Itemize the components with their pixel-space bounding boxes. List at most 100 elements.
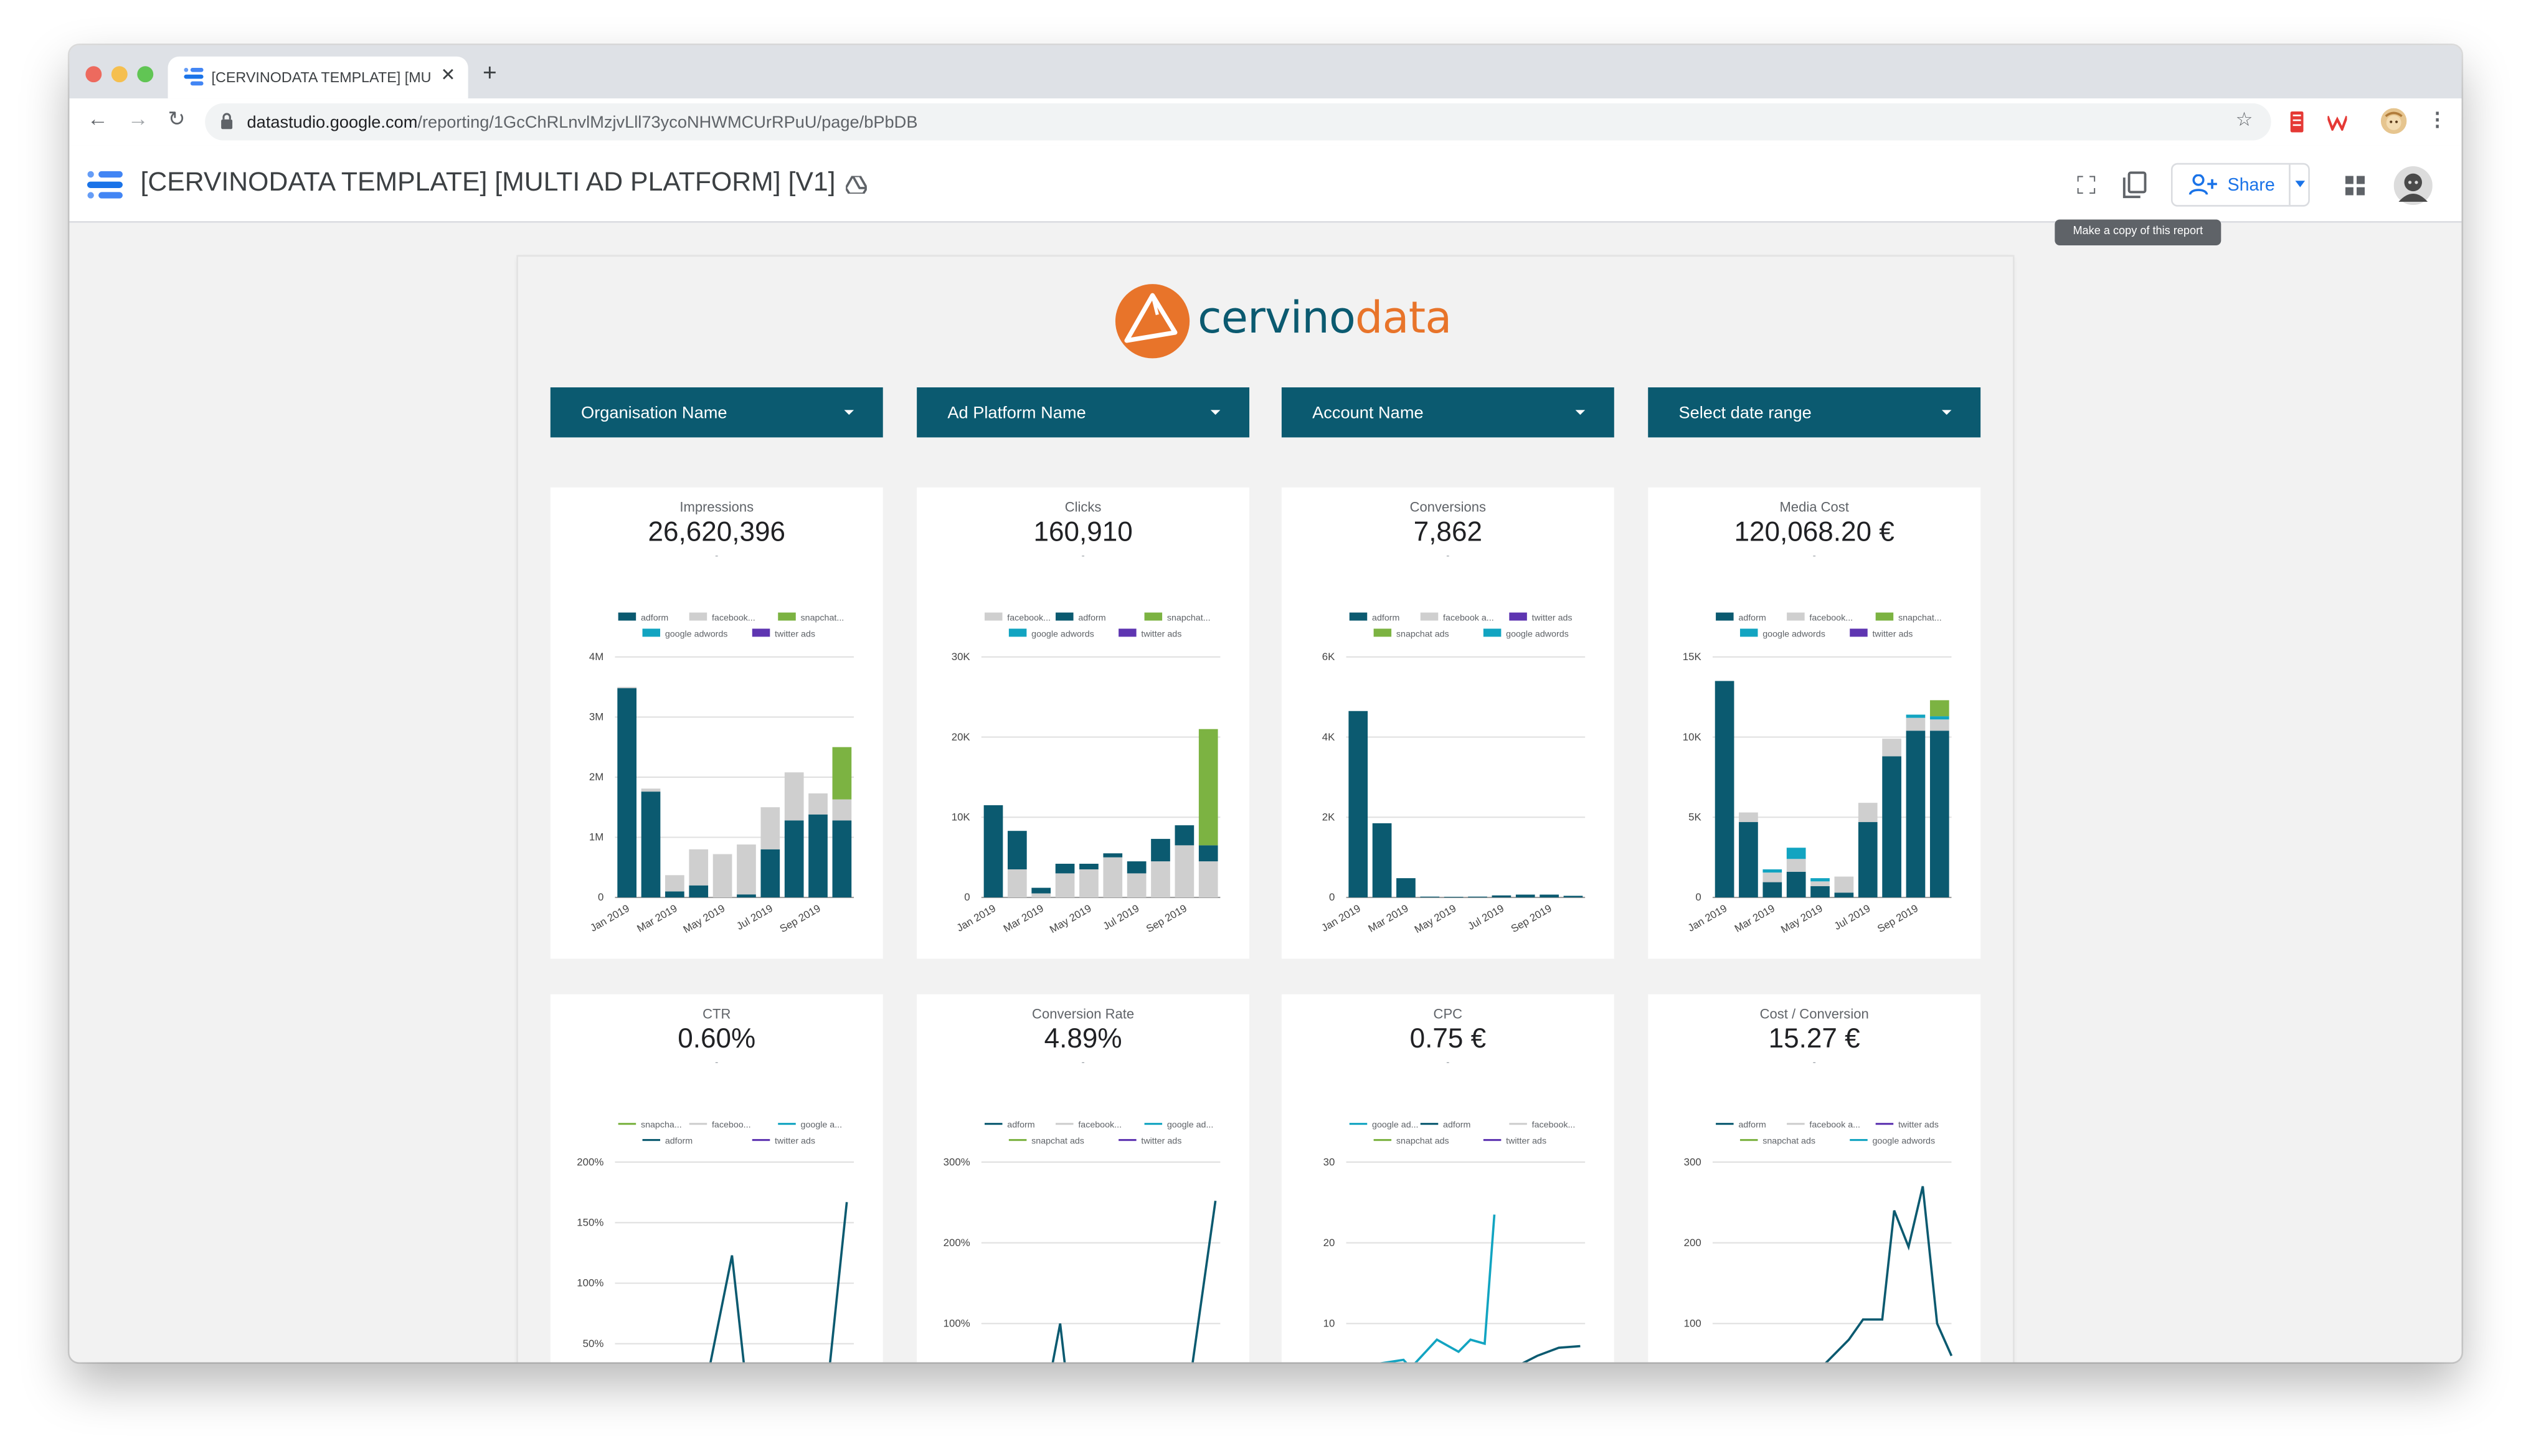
legend-item[interactable]: twitter ads	[1483, 1136, 1546, 1146]
media-cost-card[interactable]: Media Cost 120,068.20 € - adform facebook...…	[1648, 487, 1981, 959]
bar-facebook[interactable]	[1882, 739, 1901, 757]
red-extension-icon[interactable]	[2289, 111, 2305, 133]
w-extension-icon[interactable]	[2327, 115, 2347, 131]
bar-facebook[interactable]	[1786, 859, 1806, 872]
bar-adform[interactable]	[832, 820, 852, 898]
bar-facebook[interactable]	[1739, 812, 1758, 823]
bar-adform[interactable]	[1515, 894, 1535, 898]
close-tab-icon[interactable]: ✕	[440, 66, 456, 86]
bar-adform[interactable]	[665, 891, 684, 898]
bar-facebook[interactable]	[1127, 873, 1147, 898]
bar-facebook[interactable]	[617, 687, 636, 689]
bar-facebook[interactable]	[1929, 719, 1949, 731]
legend-item[interactable]: snapchat ads	[1373, 628, 1449, 640]
legend-item[interactable]: twitter ads	[752, 628, 815, 640]
bar-adform[interactable]	[1198, 845, 1218, 862]
bar-adform[interactable]	[1858, 822, 1878, 898]
bar-facebook[interactable]	[1055, 873, 1075, 898]
bar-adform[interactable]	[737, 894, 756, 898]
cost-conversion-card[interactable]: Cost / Conversion 15.27 € - adform facebook …	[1648, 994, 1981, 1363]
legend-item[interactable]: snapchat ads	[1739, 1136, 1815, 1146]
legend-item[interactable]: facebook...	[984, 612, 1051, 623]
bar-adform[interactable]	[689, 885, 709, 898]
google-drive-icon[interactable]	[846, 176, 867, 194]
new-tab-icon[interactable]: +	[482, 59, 497, 87]
bar-snapchat[interactable]	[1198, 729, 1218, 846]
bar-facebook[interactable]	[665, 875, 684, 892]
legend-item[interactable]: twitter ads	[752, 1136, 815, 1146]
legend-item[interactable]: google adwords	[1008, 628, 1094, 640]
bar-adform[interactable]	[617, 688, 636, 898]
bar-adform[interactable]	[1540, 894, 1559, 898]
bar-adform[interactable]	[1348, 711, 1368, 898]
bar-adform[interactable]	[1715, 681, 1734, 898]
bar-adform[interactable]	[1175, 825, 1195, 846]
bar-adform[interactable]	[1151, 839, 1170, 862]
bar-adform[interactable]	[1127, 861, 1147, 874]
bar-adform[interactable]	[1372, 823, 1392, 898]
bar-facebook[interactable]	[1175, 845, 1195, 898]
legend-item[interactable]: twitter ads	[1119, 628, 1181, 640]
bar-google[interactable]	[1929, 716, 1949, 720]
line-adform[interactable]	[706, 1202, 848, 1363]
bar-facebook[interactable]	[760, 807, 780, 849]
organisation-name-filter[interactable]: Organisation Name	[550, 387, 883, 438]
bar-adform[interactable]	[1786, 871, 1806, 898]
bar-adform[interactable]	[1396, 878, 1416, 898]
bar-facebook[interactable]	[641, 788, 661, 792]
bookmark-star-icon[interactable]: ☆	[2235, 108, 2253, 131]
bar-google[interactable]	[1810, 878, 1830, 882]
legend-item[interactable]: facebook...	[1787, 612, 1853, 623]
account-name-filter[interactable]: Account Name	[1281, 387, 1614, 438]
legend-item[interactable]: snapchat ads	[1373, 1136, 1449, 1146]
bar-google[interactable]	[1906, 714, 1926, 718]
legend-item[interactable]: facebook...	[1056, 1120, 1122, 1130]
bar-adform[interactable]	[1834, 892, 1854, 898]
line-google-adwords[interactable]	[1358, 1214, 1496, 1363]
address-bar[interactable]: datastudio.google.com/reporting/1GcChRLn…	[205, 103, 2271, 141]
bar-facebook[interactable]	[1906, 717, 1926, 731]
line-adform[interactable]	[1048, 1201, 1217, 1363]
bar-facebook[interactable]	[1151, 861, 1170, 898]
bar-facebook[interactable]	[1762, 872, 1782, 882]
forward-arrow-icon[interactable]: →	[127, 106, 149, 131]
bar-google[interactable]	[1762, 869, 1782, 873]
legend-item[interactable]: google ad...	[1349, 1120, 1419, 1130]
ad-platform-name-filter[interactable]: Ad Platform Name	[917, 387, 1250, 438]
legend-item[interactable]: twitter ads	[1850, 628, 1913, 640]
profile-avatar-icon[interactable]	[2380, 108, 2407, 135]
bar-adform[interactable]	[1492, 895, 1512, 898]
impressions-card[interactable]: Impressions 26,620,396 - adform facebook... s…	[550, 487, 883, 959]
legend-item[interactable]: twitter ads	[1119, 1136, 1181, 1146]
bar-facebook[interactable]	[1834, 876, 1854, 893]
bar-adform[interactable]	[1055, 863, 1075, 874]
bar-facebook[interactable]	[1810, 881, 1830, 887]
bar-adform[interactable]	[784, 820, 804, 898]
back-arrow-icon[interactable]: ←	[87, 106, 108, 131]
zoom-window-button[interactable]	[137, 66, 154, 83]
browser-tab[interactable]: [CERVINODATA TEMPLATE] [MULTI AD PLATFOR…	[168, 56, 468, 99]
legend-item[interactable]: snapcha...	[618, 1120, 682, 1130]
share-dropdown-icon[interactable]	[2295, 181, 2306, 187]
bar-facebook[interactable]	[1008, 869, 1027, 898]
bar-adform[interactable]	[1031, 887, 1051, 894]
fullscreen-icon[interactable]	[2077, 176, 2096, 194]
legend-item[interactable]: snapchat...	[1875, 612, 1942, 623]
legend-item[interactable]: snapchat...	[778, 612, 844, 623]
bar-adform[interactable]	[983, 805, 1003, 898]
legend-item[interactable]: adform	[618, 612, 669, 623]
bar-facebook[interactable]	[832, 799, 852, 821]
cpc-card[interactable]: CPC 0.75 € - google ad... adform facebook... s…	[1281, 994, 1614, 1363]
bar-facebook[interactable]	[712, 854, 732, 898]
legend-item[interactable]: google adwords	[642, 628, 728, 640]
bar-snapchat[interactable]	[832, 747, 852, 800]
report-title[interactable]: [CERVINODATA TEMPLATE] [MULTI AD PLATFOR…	[140, 168, 836, 197]
bar-adform[interactable]	[1906, 730, 1926, 898]
conversion-rate-card[interactable]: Conversion Rate 4.89% - adform facebook... go…	[917, 994, 1250, 1363]
reload-icon[interactable]: ↻	[168, 106, 186, 131]
legend-item[interactable]: facebook...	[1509, 1120, 1575, 1130]
bar-adform[interactable]	[1739, 822, 1758, 898]
legend-item[interactable]: google ad...	[1144, 1120, 1214, 1130]
bar-adform[interactable]	[1929, 730, 1949, 898]
browser-menu-icon[interactable]: ⋮	[2428, 108, 2448, 131]
